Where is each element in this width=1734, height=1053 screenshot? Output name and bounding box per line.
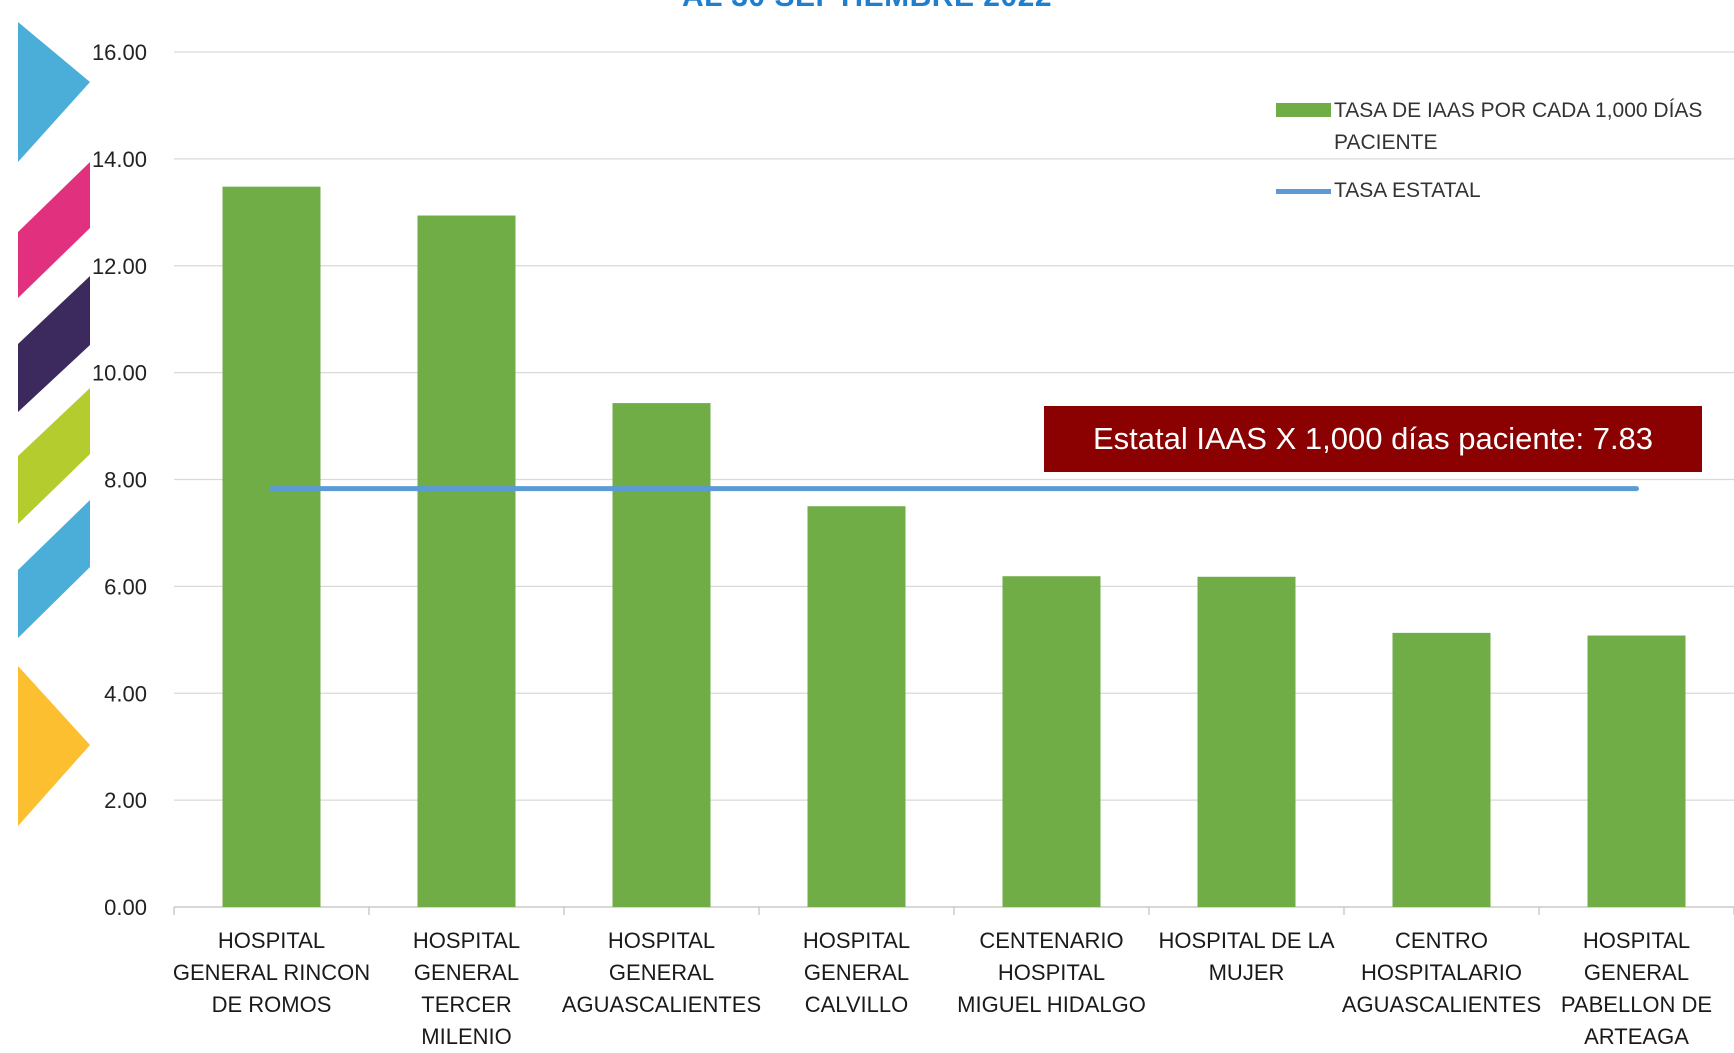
- y-tick-label: 8.00: [104, 468, 147, 493]
- bar: [1393, 633, 1491, 907]
- legend-bar-label-line2: PACIENTE: [1334, 127, 1734, 158]
- x-category-label-line: HOSPITAL: [562, 925, 762, 957]
- legend-bar-label-line1: TASA DE IAAS POR CADA 1,000 DÍAS: [1334, 95, 1734, 126]
- x-category-label-line: CENTENARIO: [952, 925, 1152, 957]
- bar: [1588, 636, 1686, 907]
- x-category-label-line: DE ROMOS: [172, 989, 372, 1021]
- state-rate-callout: Estatal IAAS X 1,000 días paciente: 7.83: [1044, 406, 1702, 472]
- x-category-label-line: AGUASCALIENTES: [1342, 989, 1542, 1021]
- legend-line-label: TASA ESTATAL: [1334, 175, 1734, 206]
- x-category-label-line: HOSPITAL: [367, 925, 567, 957]
- bar: [418, 216, 516, 907]
- x-category-label-line: GENERAL TERCER: [367, 957, 567, 1021]
- x-category-label-line: CALVILLO: [757, 989, 957, 1021]
- x-category-label-line: AGUASCALIENTES: [562, 989, 762, 1021]
- x-category-label-line: CENTRO: [1342, 925, 1542, 957]
- bar: [223, 187, 321, 907]
- x-category-label-line: MIGUEL HIDALGO: [952, 989, 1152, 1021]
- bar: [1198, 577, 1296, 907]
- bar: [1003, 576, 1101, 907]
- y-tick-label: 2.00: [104, 788, 147, 813]
- x-category-label-line: HOSPITAL: [172, 925, 372, 957]
- y-tick-label: 6.00: [104, 574, 147, 599]
- x-category-label-line: GENERAL: [1537, 957, 1734, 989]
- y-tick-label: 16.00: [92, 40, 147, 65]
- x-category-label-line: MUJER: [1147, 957, 1347, 989]
- x-category-label-line: GENERAL: [562, 957, 762, 989]
- x-category-label-line: GENERAL RINCON: [172, 957, 372, 989]
- x-category-label-line: ARTEAGA: [1537, 1021, 1734, 1053]
- y-tick-label: 10.00: [92, 361, 147, 386]
- x-category-label-line: HOSPITAL DE LA: [1147, 925, 1347, 957]
- x-category-label-line: HOSPITAL: [952, 957, 1152, 989]
- bar: [808, 506, 906, 907]
- y-tick-label: 4.00: [104, 681, 147, 706]
- x-category-label-line: HOSPITAL: [757, 925, 957, 957]
- x-category-label-line: GENERAL: [757, 957, 957, 989]
- x-category-label-line: HOSPITALARIO: [1342, 957, 1542, 989]
- y-tick-label: 12.00: [92, 254, 147, 279]
- legend-swatch-line: [1276, 189, 1331, 194]
- bar: [613, 403, 711, 907]
- x-category-label-line: MILENIO: [367, 1021, 567, 1053]
- legend-swatch-bar: [1276, 103, 1331, 117]
- y-tick-label: 14.00: [92, 147, 147, 172]
- y-tick-label: 0.00: [104, 895, 147, 920]
- x-category-label-line: HOSPITAL: [1537, 925, 1734, 957]
- x-category-label-line: PABELLON DE: [1537, 989, 1734, 1021]
